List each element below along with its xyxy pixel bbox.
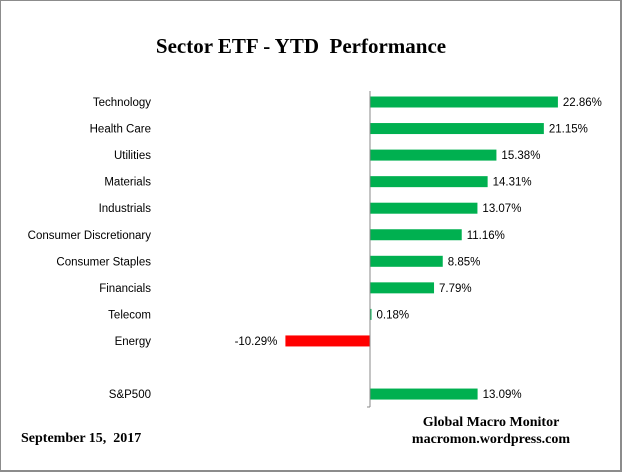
category-label: Telecom bbox=[108, 309, 151, 321]
category-label: Energy bbox=[115, 336, 152, 348]
category-label: Financials bbox=[99, 283, 151, 295]
data-label: 15.38% bbox=[501, 150, 540, 162]
bar bbox=[370, 149, 497, 161]
data-label: 13.07% bbox=[482, 203, 521, 215]
category-label: Technology bbox=[93, 97, 151, 109]
bar bbox=[370, 96, 558, 108]
category-label: Health Care bbox=[90, 124, 151, 136]
bar bbox=[370, 388, 478, 400]
bar bbox=[370, 202, 478, 214]
source-name: Global Macro Monitor bbox=[422, 415, 560, 430]
chart-title: Sector ETF - YTD Performance bbox=[155, 34, 447, 58]
category-label: Consumer Discretionary bbox=[28, 230, 152, 242]
data-label: 8.85% bbox=[448, 256, 481, 268]
category-label: Industrials bbox=[99, 203, 152, 215]
category-label: S&P500 bbox=[109, 389, 151, 401]
source-url: macromon.wordpress.com bbox=[411, 432, 571, 447]
bar bbox=[370, 176, 488, 188]
data-label: 14.31% bbox=[493, 177, 532, 189]
data-label: 13.09% bbox=[483, 389, 522, 401]
bar bbox=[370, 282, 435, 294]
bar bbox=[370, 123, 544, 135]
data-label: 11.16% bbox=[467, 230, 505, 242]
data-label: 22.86% bbox=[563, 97, 602, 109]
date-label: September 15, 2017 bbox=[21, 431, 142, 446]
data-label: -10.29% bbox=[235, 336, 278, 348]
bar bbox=[370, 308, 372, 320]
category-label: Materials bbox=[104, 177, 151, 189]
bar bbox=[285, 335, 370, 347]
bar bbox=[370, 255, 443, 267]
data-label: 21.15% bbox=[549, 124, 588, 136]
bar bbox=[370, 229, 462, 241]
data-label: 7.79% bbox=[439, 283, 472, 295]
data-label: 0.18% bbox=[377, 309, 410, 321]
category-label: Utilities bbox=[114, 150, 151, 162]
category-label: Consumer Staples bbox=[56, 256, 151, 268]
